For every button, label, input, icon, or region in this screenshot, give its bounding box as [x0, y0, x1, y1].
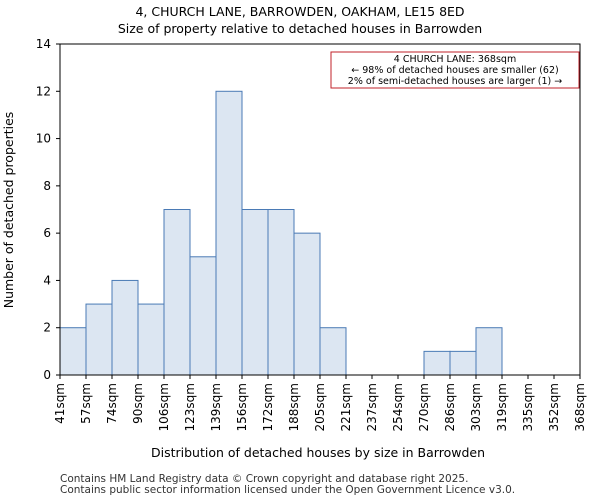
x-tick-label: 352sqm — [547, 383, 561, 431]
x-tick-label: 139sqm — [209, 383, 223, 431]
annotation-box: 4 CHURCH LANE: 368sqm ← 98% of detached … — [330, 51, 580, 89]
bars-group — [59, 90, 503, 376]
x-tick-label: 237sqm — [365, 383, 379, 431]
bar-303sqm — [475, 327, 503, 376]
x-tick-label: 123sqm — [183, 383, 197, 431]
bar-270sqm — [423, 350, 451, 376]
annotation-line-2: ← 98% of detached houses are smaller (62… — [351, 65, 558, 76]
bar-156sqm — [241, 209, 269, 376]
y-tick-label: 14 — [36, 37, 51, 51]
x-tick-label: 368sqm — [573, 383, 587, 431]
annotation-line-3: 2% of semi-detached houses are larger (1… — [348, 76, 562, 87]
bar-123sqm — [189, 256, 217, 376]
chart-subtitle: Size of property relative to detached ho… — [118, 21, 482, 36]
y-tick-label: 6 — [43, 226, 51, 240]
x-tick-label: 335sqm — [521, 383, 535, 431]
x-tick-label: 303sqm — [469, 383, 483, 431]
y-tick-label: 2 — [43, 321, 51, 335]
annotation-border — [330, 51, 580, 89]
y-tick-label: 0 — [43, 368, 51, 382]
bar-286sqm — [449, 350, 477, 376]
y-tick-label: 4 — [43, 273, 51, 287]
bar-74sqm — [111, 279, 139, 376]
annotation-line-1: 4 CHURCH LANE: 368sqm — [394, 54, 516, 65]
bar-205sqm — [319, 327, 347, 376]
x-tick-label: 74sqm — [105, 383, 119, 424]
x-tick-label: 188sqm — [287, 383, 301, 431]
y-ticks-group: 0 2 4 6 8 10 12 14 — [36, 37, 60, 382]
bar-139sqm — [215, 90, 243, 376]
footer-line-2: Contains public sector information licen… — [60, 484, 516, 496]
x-tick-label: 319sqm — [495, 383, 509, 431]
x-tick-label: 90sqm — [131, 383, 145, 424]
bar-106sqm — [163, 209, 191, 376]
x-tick-label: 57sqm — [79, 383, 93, 424]
bar-172sqm — [267, 209, 295, 376]
y-tick-label: 10 — [36, 132, 51, 146]
histogram-chart: 4, CHURCH LANE, BARROWDEN, OAKHAM, LE15 … — [1, 4, 587, 460]
x-tick-label: 156sqm — [235, 383, 249, 431]
x-ticks-group: 41sqm 57sqm 74sqm 90sqm 106sqm 123sqm 139sqm 15… — [53, 375, 587, 431]
bar-90sqm — [137, 303, 165, 376]
y-axis-label: Number of detached properties — [1, 112, 16, 309]
x-tick-label: 205sqm — [313, 383, 327, 431]
footer-line-1: Contains HM Land Registry data © Crown c… — [60, 473, 469, 485]
bar-188sqm — [293, 232, 321, 376]
y-tick-label: 8 — [43, 179, 51, 193]
x-tick-label: 254sqm — [391, 383, 405, 431]
chart-title: 4, CHURCH LANE, BARROWDEN, OAKHAM, LE15 … — [135, 4, 464, 19]
bar-57sqm — [85, 303, 113, 376]
x-tick-label: 41sqm — [53, 383, 67, 424]
x-tick-label: 106sqm — [157, 383, 171, 431]
x-tick-label: 172sqm — [261, 383, 275, 431]
footer-attribution: Contains HM Land Registry data © Crown c… — [60, 474, 515, 496]
bar-41sqm — [59, 327, 87, 376]
x-tick-label: 270sqm — [417, 383, 431, 431]
x-tick-label: 286sqm — [443, 383, 457, 431]
plot-frame — [59, 43, 581, 376]
x-tick-label: 221sqm — [339, 383, 353, 431]
y-tick-label: 12 — [36, 84, 51, 98]
x-axis-label: Distribution of detached houses by size … — [151, 445, 485, 460]
